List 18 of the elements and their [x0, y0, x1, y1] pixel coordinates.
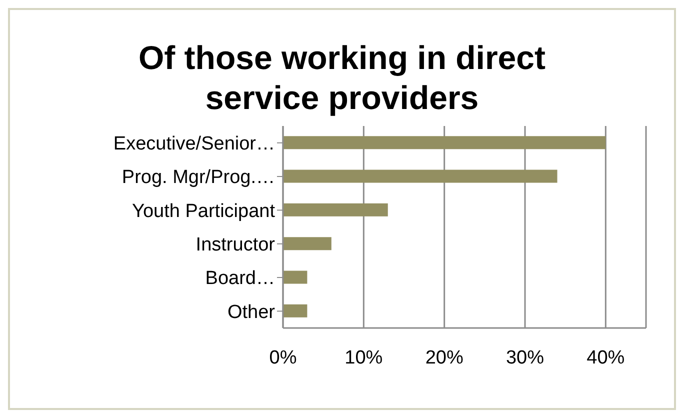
- y-tick-label: Other: [227, 302, 276, 323]
- bar: [283, 270, 308, 284]
- x-tick-label: 30%: [506, 347, 544, 368]
- bar: [283, 170, 558, 183]
- x-tick-label: 10%: [344, 347, 383, 368]
- y-tick-label: Board…: [205, 268, 275, 290]
- y-tick-label: Youth Participant: [132, 200, 276, 222]
- bar: [283, 304, 308, 318]
- y-tick-label: Instructor: [196, 234, 276, 256]
- x-tick-label: 0%: [269, 347, 297, 368]
- x-tick-label: 40%: [586, 347, 625, 368]
- x-tick-label: 20%: [425, 347, 464, 368]
- y-tick-label: Executive/Senior…: [113, 134, 275, 155]
- y-tick-label: Prog. Mgr/Prog.…: [122, 167, 275, 188]
- bar: [283, 136, 606, 150]
- bar: [283, 237, 332, 250]
- bar: [283, 203, 388, 216]
- chart-title: Of those working in direct service providers: [137, 38, 547, 118]
